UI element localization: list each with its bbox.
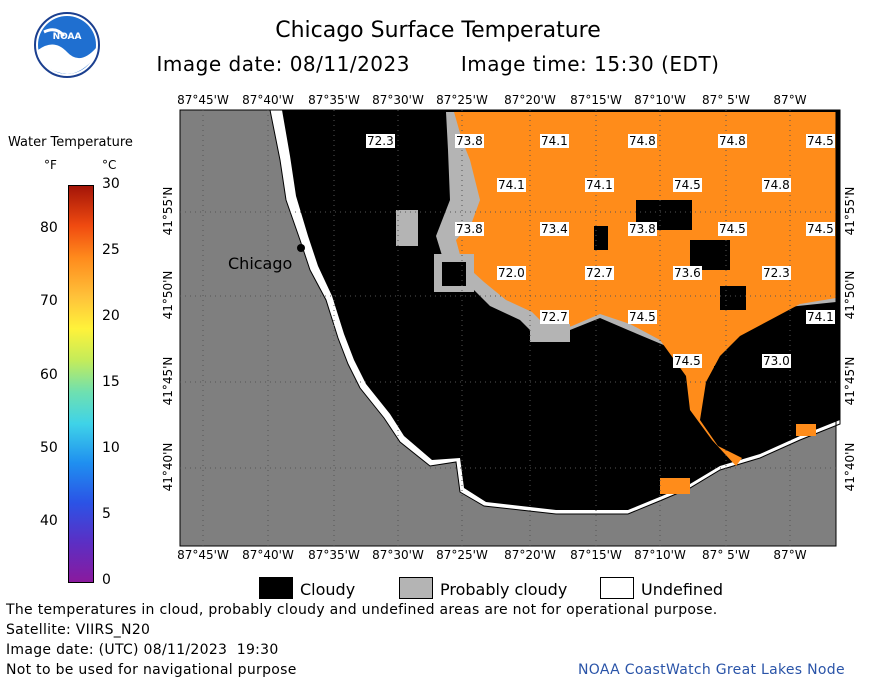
temperature-label: 73.8 (455, 222, 484, 236)
temperature-label: 72.7 (540, 310, 569, 324)
lon-tick-label: 87°25'W (436, 548, 488, 562)
credit-text: NOAA CoastWatch Great Lakes Node (578, 662, 845, 678)
temperature-label: 74.5 (673, 178, 702, 192)
temperature-label: 72.0 (497, 266, 526, 280)
cloud-patch (714, 366, 770, 426)
color-bar (68, 185, 94, 583)
lon-tick-label: 87°35'W (308, 93, 360, 107)
fahrenheit-tick-label: 70 (40, 293, 58, 310)
lon-tick-label: 87°20'W (504, 548, 556, 562)
lat-tick-label: 41°45'N (843, 356, 857, 406)
cloud-patch (690, 240, 730, 270)
lon-tick-label: 87°20'W (504, 93, 556, 107)
lat-tick-label: 41°55'N (161, 186, 175, 236)
image-date: Image date: 08/11/2023 (156, 52, 410, 76)
cloud-patch (796, 424, 816, 436)
cloud-patch (660, 478, 690, 494)
temperature-label: 74.5 (718, 222, 747, 236)
lat-tick-label: 41°40'N (843, 442, 857, 492)
temperature-label: 73.8 (455, 134, 484, 148)
lon-tick-label: 87°45'W (177, 93, 229, 107)
temperature-label: 74.8 (718, 134, 747, 148)
temperature-label: 74.1 (585, 178, 614, 192)
lon-tick-label: 87° 5'W (702, 93, 750, 107)
key-undefined-swatch (600, 577, 634, 599)
temperature-label: 72.3 (762, 266, 791, 280)
cloud-patch (720, 286, 746, 310)
temperature-label: 74.5 (806, 134, 835, 148)
key-cloudy-swatch (259, 577, 293, 599)
lon-tick-label: 87°30'W (372, 93, 424, 107)
celsius-tick-label: 20 (102, 308, 120, 324)
cloud-patch (530, 324, 570, 342)
lon-tick-label: 87°40'W (242, 93, 294, 107)
temperature-label: 73.8 (628, 222, 657, 236)
celsius-tick-label: 0 (102, 572, 111, 588)
celsius-tick-label: 15 (102, 374, 120, 390)
key-probably-cloudy-swatch (399, 577, 433, 599)
temperature-label: 74.5 (806, 222, 835, 236)
satellite-text: Satellite: VIIRS_N20 (6, 622, 151, 638)
lat-tick-label: 41°40'N (161, 442, 175, 492)
unit-fahrenheit: °F (44, 158, 57, 172)
lon-tick-label: 87°15'W (570, 548, 622, 562)
chicago-marker (297, 244, 305, 252)
lat-tick-label: 41°45'N (161, 356, 175, 406)
disclaimer-text: The temperatures in cloud, probably clou… (6, 602, 718, 618)
lon-tick-label: 87°15'W (570, 93, 622, 107)
temperature-label: 74.5 (673, 354, 702, 368)
cloud-patch (594, 226, 608, 250)
map-frame (179, 109, 837, 547)
lon-tick-label: 87°35'W (308, 548, 360, 562)
lon-tick-label: 87°10'W (634, 93, 686, 107)
temperature-label: 73.0 (762, 354, 791, 368)
image-time: Image time: 15:30 (EDT) (460, 52, 720, 76)
lon-tick-label: 87°W (773, 93, 807, 107)
lon-tick-label: 87°30'W (372, 548, 424, 562)
temperature-label: 74.1 (497, 178, 526, 192)
noaa-logo: NOAA (34, 12, 100, 78)
key-undefined-label: Undefined (641, 580, 724, 599)
lat-tick-label: 41°50'N (843, 270, 857, 320)
legend-title: Water Temperature (8, 135, 133, 150)
temperature-label: 72.3 (366, 134, 395, 148)
celsius-tick-label: 25 (102, 242, 120, 258)
celsius-tick-label: 10 (102, 440, 120, 456)
warm-water-region (454, 112, 836, 466)
cloud-patch (396, 210, 418, 246)
temperature-label: 74.8 (762, 178, 791, 192)
temperature-label: 74.1 (806, 310, 835, 324)
fahrenheit-tick-label: 60 (40, 366, 58, 383)
lon-tick-label: 87°W (773, 548, 807, 562)
noaa-logo-text: NOAA (52, 32, 82, 42)
temperature-label: 74.8 (628, 134, 657, 148)
key-probably-cloudy-label: Probably cloudy (440, 580, 568, 599)
temperature-label: 74.5 (628, 310, 657, 324)
celsius-tick-label: 5 (102, 506, 111, 522)
map-title: Chicago Surface Temperature (275, 18, 601, 43)
utc-date-text: Image date: (UTC) 08/11/2023 19:30 (6, 642, 279, 658)
map-subtitle: Image date: 08/11/2023 Image time: 15:30… (0, 52, 876, 76)
lat-tick-label: 41°55'N (843, 186, 857, 236)
fahrenheit-tick-label: 40 (40, 513, 58, 530)
lon-tick-label: 87°25'W (436, 93, 488, 107)
celsius-tick-label: 30 (102, 176, 120, 192)
unit-celsius: °C (102, 158, 117, 172)
temperature-label: 73.6 (673, 266, 702, 280)
place-label-chicago: Chicago (228, 254, 293, 273)
key-cloudy-label: Cloudy (300, 580, 356, 599)
lon-tick-label: 87°40'W (242, 548, 294, 562)
lat-tick-label: 41°50'N (161, 270, 175, 320)
temperature-label: 74.1 (540, 134, 569, 148)
temperature-label: 72.7 (585, 266, 614, 280)
lon-tick-label: 87°45'W (177, 548, 229, 562)
temperature-label: 73.4 (540, 222, 569, 236)
fahrenheit-tick-label: 80 (40, 220, 58, 236)
fahrenheit-tick-label: 50 (40, 440, 58, 456)
nav-warning-text: Not to be used for navigational purpose (6, 662, 297, 678)
lon-tick-label: 87° 5'W (702, 548, 750, 562)
lon-tick-label: 87°10'W (634, 548, 686, 562)
